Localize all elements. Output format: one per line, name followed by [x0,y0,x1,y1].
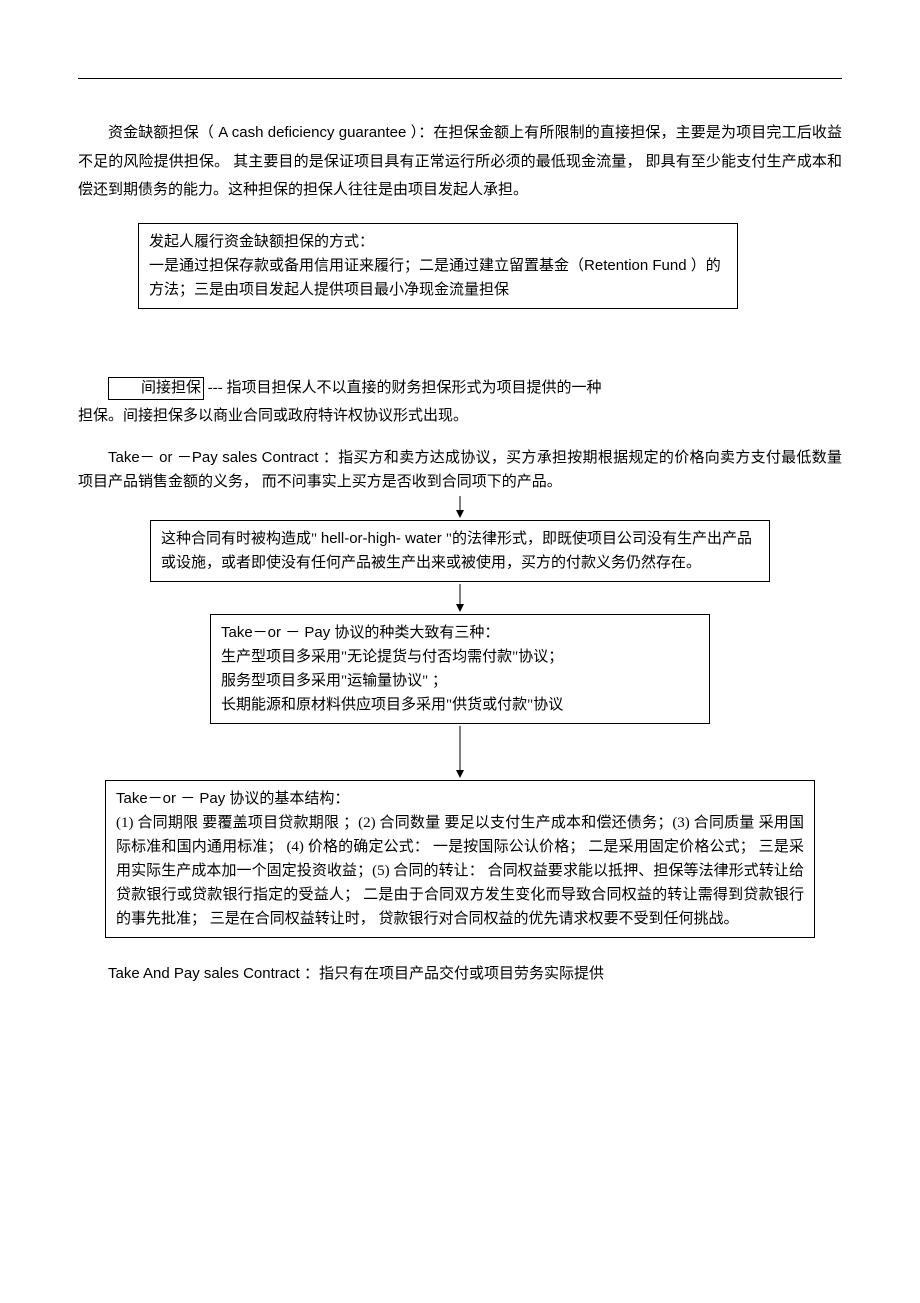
box-top-structure: Take－or － Pay 协议的基本结构： (1) 合同期限 要覆盖项目贷款期… [105,780,815,938]
paragraph-take-or-pay: Take－ or －Pay sales Contract ：指买方和卖方达成协议… [78,446,842,494]
box4-title: Take－or － Pay 协议的基本结构： [116,787,804,811]
arrow-down-icon [454,726,466,778]
box1-l2-pre: 一是通过担保存款或备用信用证来履行；二是通过建立留置基金（ [149,258,584,274]
paragraph-indirect-rest: 担保。间接担保多以商业合同或政府特许权协议形式出现。 [78,402,842,431]
paragraph-take-and-pay: Take And Pay sales Contract ：指只有在项目产品交付或… [78,960,842,989]
box3-title: Take－or － Pay 协议的种类大致有三种： [221,621,699,645]
indirect-label-box: 间接担保 [108,377,204,400]
last-colon: ： [304,966,319,982]
box-top-types: Take－or － Pay 协议的种类大致有三种： 生产型项目多采用"无论提货与… [210,614,710,724]
arrow-1 [78,496,842,518]
top-en: Take－ or －Pay sales Contract [108,449,323,466]
box3-title-cn: 协议的种类大致有三种： [334,625,499,641]
arrow-3 [78,726,842,778]
document-page: 资金缺额担保（ A cash deficiency guarantee ）：在担… [0,0,920,1303]
box2-pre: 这种合同有时被构造成" [161,531,321,547]
top-colon: ： [323,450,338,466]
box-sponsor-methods: 发起人履行资金缺额担保的方式： 一是通过担保存款或备用信用证来履行；二是通过建立… [138,223,738,309]
box2-en: hell-or-high- water [321,530,446,547]
box1-line1: 发起人履行资金缺额担保的方式： [149,230,727,254]
last-rest: 指只有在项目产品交付或项目劳务实际提供 [319,966,604,982]
box4-title-cn: 协议的基本结构： [229,791,349,807]
box3-title-en: Take－or － Pay [221,624,334,641]
box1-line2: 一是通过担保存款或备用信用证来履行；二是通过建立留置基金（Retention F… [149,254,727,302]
indirect-dash: --- [204,380,227,396]
arrow-down-icon [454,584,466,612]
box3-l2: 服务型项目多采用"运输量协议" ； [221,669,699,693]
box4-title-en: Take－or － Pay [116,790,229,807]
box1-l2-en: Retention Fund [584,257,691,274]
arrow-down-icon [454,496,466,518]
paragraph-indirect-guarantee: 间接担保 --- 指项目担保人不以直接的财务担保形式为项目提供的一种 [78,374,842,403]
box-hell-or-high-water: 这种合同有时被构造成" hell-or-high- water "的法律形式，即… [150,520,770,582]
p1-en: A cash deficiency guarantee [214,124,411,141]
box3-l1: 生产型项目多采用"无论提货与付否均需付款"协议； [221,645,699,669]
paragraph-cash-deficiency: 资金缺额担保（ A cash deficiency guarantee ）：在担… [78,119,842,205]
box3-l3: 长期能源和原材料供应项目多采用"供货或付款"协议 [221,693,699,717]
arrow-2 [78,584,842,612]
indirect-rest1: 指项目担保人不以直接的财务担保形式为项目提供的一种 [227,380,602,396]
p1-prefix: 资金缺额担保（ [108,125,214,141]
header-rule [78,78,842,79]
last-en: Take And Pay sales Contract [108,965,304,982]
box4-body: (1) 合同期限 要覆盖项目贷款期限 ；(2) 合同数量 要足以支付生产成本和偿… [116,811,804,931]
